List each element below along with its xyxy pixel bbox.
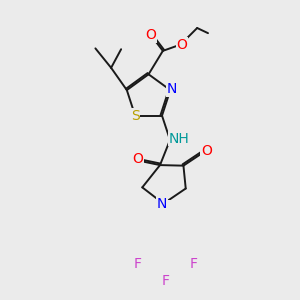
- Text: S: S: [131, 109, 140, 123]
- Text: O: O: [177, 38, 188, 52]
- Text: O: O: [201, 143, 212, 158]
- Text: N: N: [167, 82, 177, 96]
- Text: F: F: [162, 274, 170, 287]
- Text: NH: NH: [169, 131, 190, 146]
- Text: N: N: [157, 197, 167, 211]
- Text: F: F: [190, 257, 198, 271]
- Text: O: O: [133, 152, 143, 167]
- Text: O: O: [146, 28, 156, 42]
- Text: F: F: [134, 257, 142, 271]
